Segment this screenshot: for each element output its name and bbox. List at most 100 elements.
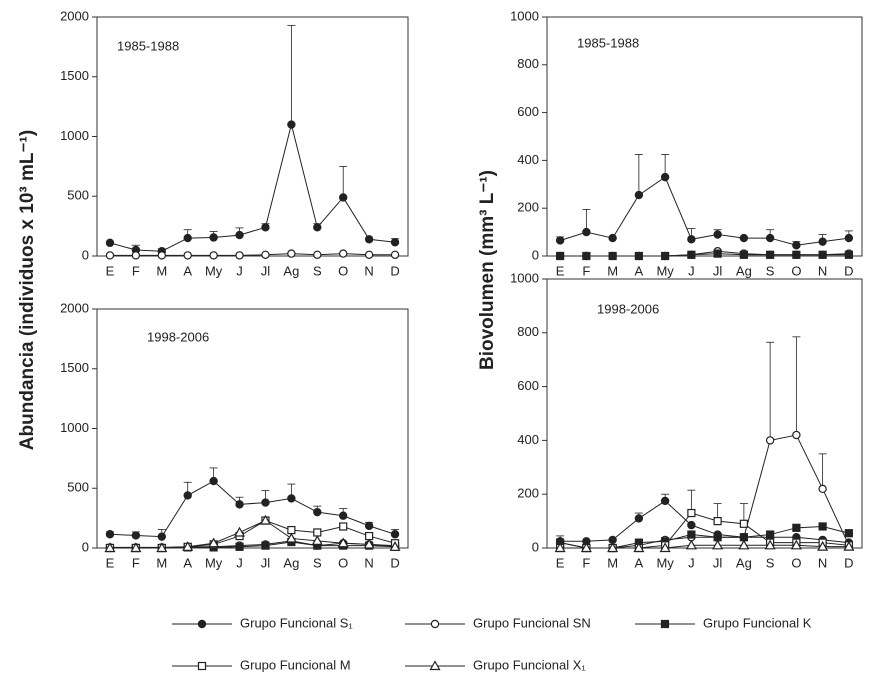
marker — [364, 250, 374, 260]
x-tick-label: Ag — [736, 263, 752, 278]
marker — [844, 529, 853, 538]
marker — [131, 531, 141, 540]
x-tick-label: S — [766, 555, 775, 570]
series-line — [560, 500, 849, 544]
marker — [713, 249, 722, 258]
marker — [209, 233, 218, 242]
x-tick-label: Jl — [713, 555, 723, 570]
y-tick-label: 1500 — [60, 360, 89, 375]
y-tick-label: 1000 — [510, 8, 539, 23]
marker — [130, 542, 142, 553]
y-tick-label: 2000 — [60, 300, 89, 315]
marker — [634, 514, 644, 523]
marker — [339, 511, 348, 520]
marker — [739, 519, 748, 528]
x-tick-label: M — [156, 555, 167, 570]
marker — [261, 223, 270, 232]
marker — [261, 250, 270, 260]
marker — [713, 230, 722, 239]
marker — [364, 521, 374, 531]
x-tick-label: J — [236, 263, 243, 278]
x-tick-label: E — [106, 263, 115, 278]
error-bar — [287, 24, 296, 125]
series-line — [109, 480, 396, 538]
marker — [660, 619, 670, 629]
marker — [792, 523, 801, 532]
marker — [183, 233, 192, 243]
marker — [659, 542, 671, 553]
y-tick-label: 1000 — [60, 420, 89, 435]
marker — [339, 522, 348, 531]
y-tick-label: 200 — [517, 200, 539, 215]
x-tick-label: Jl — [261, 555, 271, 570]
marker — [765, 436, 775, 445]
marker — [430, 619, 440, 629]
x-tick-label: Ag — [283, 263, 299, 278]
marker — [197, 619, 207, 629]
marker — [738, 539, 750, 550]
marker — [818, 237, 827, 246]
marker — [556, 251, 565, 261]
marker — [235, 251, 244, 260]
marker — [337, 537, 349, 548]
marker — [580, 542, 592, 553]
x-tick-label: N — [364, 263, 373, 278]
marker — [764, 539, 776, 550]
marker — [844, 250, 853, 259]
y-tick-label: 600 — [517, 378, 539, 393]
marker — [844, 233, 854, 243]
y-tick-label: 400 — [517, 152, 539, 167]
marker — [259, 514, 271, 525]
marker — [234, 526, 246, 537]
marker — [390, 530, 400, 539]
x-tick-label: D — [844, 263, 853, 278]
marker — [390, 250, 400, 260]
error-bar — [818, 453, 827, 489]
period-label: 1985-1988 — [117, 38, 179, 53]
y-tick-label: 1500 — [60, 68, 89, 83]
marker — [634, 251, 643, 261]
x-tick-label: S — [313, 555, 322, 570]
x-tick-label: My — [656, 555, 674, 570]
marker — [607, 542, 619, 553]
marker — [311, 535, 323, 545]
y-axis-label: Abundancia (individuos x 10³ mL⁻¹) — [17, 130, 38, 450]
series-line — [560, 544, 849, 549]
x-tick-label: O — [791, 263, 801, 278]
legend-label: Grupo Funcional K — [703, 615, 812, 630]
marker — [389, 541, 401, 551]
x-tick-label: A — [635, 263, 644, 278]
series-line — [109, 519, 396, 549]
x-tick-label: F — [132, 263, 140, 278]
marker — [687, 508, 696, 518]
marker — [363, 538, 375, 549]
marker — [313, 528, 322, 537]
marker — [235, 542, 244, 551]
marker — [687, 235, 696, 244]
marker — [261, 498, 270, 507]
series-line — [560, 434, 850, 549]
marker — [555, 236, 565, 245]
marker — [285, 532, 297, 543]
marker — [235, 230, 244, 240]
marker — [582, 251, 591, 261]
x-tick-label: F — [582, 555, 590, 570]
x-tick-label: N — [364, 555, 373, 570]
marker — [261, 541, 270, 550]
marker — [313, 250, 322, 260]
marker — [790, 539, 802, 550]
marker — [197, 661, 207, 671]
marker — [766, 250, 775, 259]
x-tick-label: O — [791, 555, 801, 570]
marker — [287, 494, 296, 503]
x-tick-label: D — [390, 263, 399, 278]
marker — [157, 251, 166, 260]
marker — [209, 476, 218, 486]
marker — [739, 250, 748, 259]
x-tick-label: Jl — [261, 263, 271, 278]
marker — [364, 235, 374, 244]
marker — [554, 542, 566, 553]
error-bar — [792, 336, 801, 436]
x-tick-label: N — [818, 555, 827, 570]
